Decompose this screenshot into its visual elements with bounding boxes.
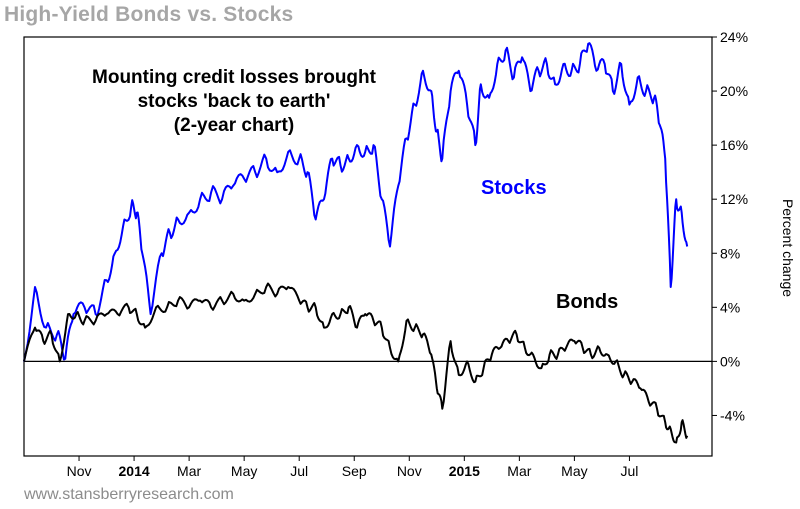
chart-title: High-Yield Bonds vs. Stocks [4,3,294,26]
y-tick-label: -4% [720,407,745,423]
x-tick-label: Sep [342,463,367,479]
y-axis-label: Percent change [780,199,796,297]
chart-annotation-line: Mounting credit losses brought [92,67,377,88]
y-tick-label: 0% [720,353,740,369]
y-tick-label: 20% [720,83,748,99]
y-tick-label: 4% [720,299,740,315]
x-tick-label: Nov [397,463,422,479]
x-tick-label: May [561,463,587,479]
series-line-stocks [23,42,689,362]
chart-annotation-line: stocks 'back to earth' [138,91,331,112]
annotation-group: Mounting credit losses brought stocks 'ba… [92,67,618,313]
x-tick-label: Jul [290,463,308,479]
x-tick-label: Mar [507,463,531,479]
x-tick-label: May [231,463,257,479]
y-tick-label: 16% [720,137,748,153]
chart-annotation-line: (2-year chart) [174,115,294,136]
x-axis: Nov 2014 Mar May Jul Sep Nov 2015 Mar May Jul [67,456,638,479]
plot-frame [23,36,713,457]
x-tick-label: 2014 [119,463,150,479]
y-tick-label: 8% [720,245,740,261]
source-credit: www.stansberryresearch.com [24,486,234,503]
series-line-bonds [23,282,689,444]
x-tick-label: Nov [67,463,92,479]
series-label-bonds: Bonds [556,291,618,313]
y-tick-label: 12% [720,191,748,207]
x-tick-label: 2015 [449,463,480,479]
x-tick-label: Jul [620,463,638,479]
series-label-stocks: Stocks [481,177,547,199]
plot-border [23,36,713,457]
y-tick-label: 24% [720,29,748,45]
y-axis: 24% 20% 16% 12% 8% 4% 0% -4% Percent change [712,29,796,423]
series-group [23,42,689,444]
x-tick-label: Mar [177,463,201,479]
